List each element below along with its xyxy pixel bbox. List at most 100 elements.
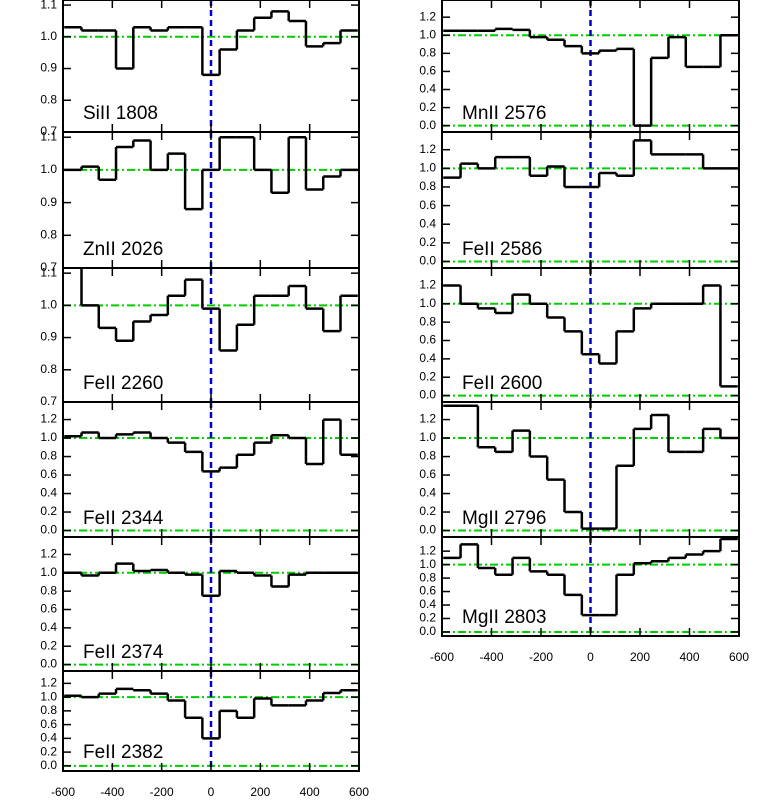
x-tick-label: -400	[100, 785, 124, 799]
y-tick-label: 0.8	[40, 449, 57, 463]
y-tick-label: 0.8	[40, 583, 57, 597]
y-tick-label: 0.2	[40, 638, 57, 652]
y-tick-label: 0.8	[419, 314, 436, 328]
y-tick-label: 1.1	[40, 265, 57, 279]
y-tick-label: 0.0	[419, 624, 436, 638]
y-tick-label: 0.6	[419, 198, 436, 212]
x-tick-label: 0	[208, 785, 215, 799]
y-tick-label: 1.2	[419, 278, 436, 292]
panel	[63, 0, 359, 132]
y-tick-label: 0.0	[40, 523, 57, 537]
y-tick-label: 0.2	[419, 504, 436, 518]
y-tick-label: 1.0	[40, 298, 57, 312]
y-tick-label: 0.6	[419, 64, 436, 78]
y-tick-label: 1.0	[419, 161, 436, 175]
y-tick-label: 1.0	[40, 565, 57, 579]
y-tick-label: 0.0	[419, 254, 436, 268]
line-label: FeII 2344	[83, 508, 164, 529]
line-label: MgII 2803	[462, 607, 547, 628]
y-tick-label: 0.7	[40, 260, 57, 274]
y-tick-label: 0.8	[40, 362, 57, 376]
x-tick-label: 600	[729, 650, 749, 664]
y-tick-label: 0.4	[40, 486, 57, 500]
line-label: FeII 2382	[83, 742, 163, 763]
y-tick-label: 0.8	[419, 179, 436, 193]
x-tick-label: 200	[630, 650, 650, 664]
y-tick-label: 0.0	[40, 657, 57, 671]
y-tick-label: 1.0	[419, 296, 436, 310]
line-label: FeII 2586	[462, 239, 542, 260]
y-tick-label: 1.0	[40, 689, 57, 703]
y-tick-label: 0.6	[419, 467, 436, 481]
y-tick-label: 0.4	[419, 82, 436, 96]
y-tick-label: 0.4	[419, 597, 436, 611]
line-label: SiII 1808	[83, 103, 158, 124]
y-tick-label: 0.2	[419, 235, 436, 249]
y-tick-label: 1.2	[40, 412, 57, 426]
y-tick-label: 0.2	[419, 369, 436, 383]
y-tick-label: 0.7	[40, 124, 57, 138]
y-tick-label: 1.2	[40, 676, 57, 690]
x-tick-label: 400	[300, 785, 320, 799]
y-tick-label: 0.8	[40, 703, 57, 717]
x-tick-label: 600	[349, 785, 369, 799]
x-tick-label: 0	[587, 650, 594, 664]
y-tick-label: 0.8	[419, 46, 436, 60]
y-tick-label: 0.4	[40, 620, 57, 634]
panel	[63, 268, 359, 402]
y-tick-label: 1.0	[419, 27, 436, 41]
x-tick-label: -400	[479, 650, 503, 664]
x-tick-label: -600	[51, 785, 75, 799]
y-tick-label: 0.0	[419, 118, 436, 132]
y-tick-label: 1.2	[419, 9, 436, 23]
y-tick-label: 1.0	[40, 430, 57, 444]
y-tick-label: 0.9	[40, 195, 57, 209]
y-tick-label: 0.4	[419, 351, 436, 365]
x-tick-label: 200	[250, 785, 270, 799]
y-tick-label: 0.6	[419, 584, 436, 598]
y-tick-label: 1.1	[40, 0, 57, 11]
y-tick-label: 0.6	[40, 717, 57, 731]
y-tick-label: 0.2	[419, 100, 436, 114]
y-tick-label: 0.9	[40, 330, 57, 344]
y-tick-label: 1.2	[419, 412, 436, 426]
y-tick-label: 0.8	[40, 227, 57, 241]
y-tick-label: 0.4	[419, 486, 436, 500]
x-tick-label: -200	[529, 650, 553, 664]
x-tick-label: 400	[679, 650, 699, 664]
panel	[63, 402, 359, 537]
y-tick-label: 1.0	[40, 162, 57, 176]
x-tick-label: -200	[150, 785, 174, 799]
line-label: FeII 2374	[83, 642, 164, 663]
y-tick-label: 0.6	[40, 602, 57, 616]
y-tick-label: 0.0	[419, 523, 436, 537]
y-tick-label: 1.0	[419, 430, 436, 444]
x-tick-label: -600	[430, 650, 454, 664]
y-tick-label: 1.0	[419, 557, 436, 571]
y-tick-label: 0.6	[419, 333, 436, 347]
y-tick-label: 0.2	[40, 504, 57, 518]
y-tick-label: 0.4	[419, 216, 436, 230]
y-tick-label: 0.8	[40, 92, 57, 106]
y-tick-label: 0.8	[419, 570, 436, 584]
panel	[442, 0, 739, 132]
y-tick-label: 0.0	[40, 758, 57, 772]
line-label: MnII 2576	[462, 103, 547, 124]
y-tick-label: 1.2	[419, 543, 436, 557]
y-tick-label: 1.2	[40, 547, 57, 561]
y-tick-label: 0.0	[419, 388, 436, 402]
y-tick-label: 0.9	[40, 61, 57, 75]
y-tick-label: 1.1	[40, 129, 57, 143]
line-label: MgII 2796	[462, 508, 547, 529]
line-label: ZnII 2026	[83, 239, 163, 260]
y-tick-label: 0.4	[40, 731, 57, 745]
y-tick-label: 1.2	[419, 142, 436, 156]
y-tick-label: 0.2	[40, 744, 57, 758]
y-tick-label: 0.8	[419, 449, 436, 463]
panel	[63, 132, 359, 268]
y-tick-label: 0.7	[40, 394, 57, 408]
y-tick-label: 1.0	[40, 29, 57, 43]
line-label: FeII 2600	[462, 373, 542, 394]
